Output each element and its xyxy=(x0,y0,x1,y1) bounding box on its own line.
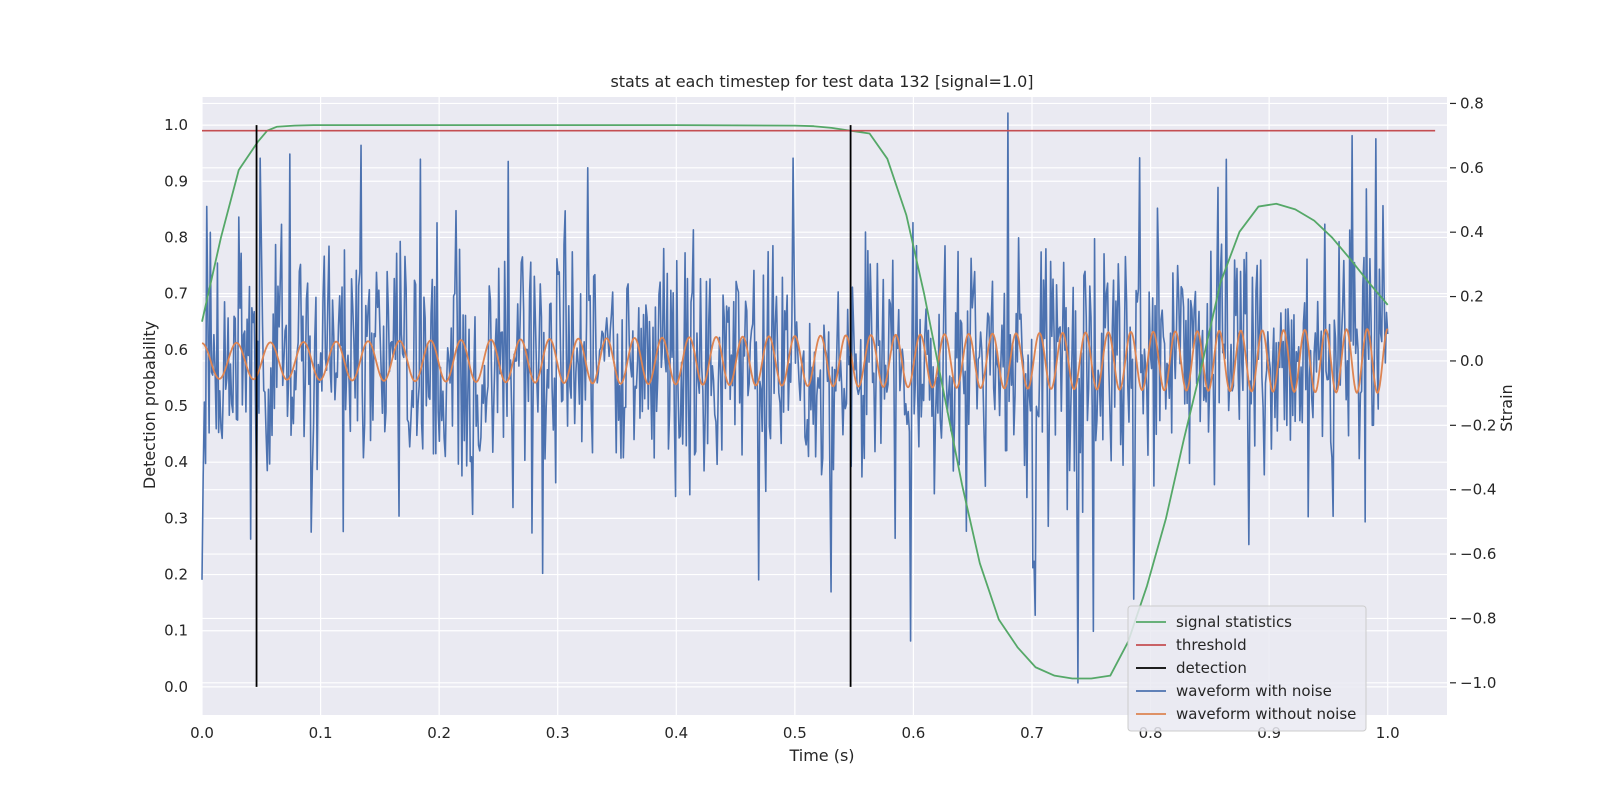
legend-box xyxy=(1127,605,1367,732)
grid xyxy=(201,97,1447,715)
signal-statistics-line xyxy=(201,124,1389,680)
legend-label-4: waveform without noise xyxy=(1176,705,1356,723)
y-tick-label-1: 0.1 xyxy=(164,622,188,640)
y2-tick-label-5: 0.0 xyxy=(1460,352,1484,370)
x-tick-label-5: 0.5 xyxy=(783,724,807,742)
y-tick-label-8: 0.8 xyxy=(164,228,188,246)
y2-tick-label-4: −0.2 xyxy=(1460,416,1496,434)
y2-tick-label-3: −0.4 xyxy=(1460,481,1496,499)
y-tick-label-0: 0.0 xyxy=(164,678,188,696)
legend-label-3: waveform with noise xyxy=(1176,682,1332,700)
y2-tick-label-8: 0.6 xyxy=(1460,159,1484,177)
y2-tick-label-6: 0.2 xyxy=(1460,288,1484,306)
legend-label-1: threshold xyxy=(1176,636,1247,654)
y-axis-label: Detection probability xyxy=(140,321,159,489)
y-tick-label-6: 0.6 xyxy=(164,341,188,359)
legend-label-0: signal statistics xyxy=(1176,613,1292,631)
y-tick-label-9: 0.9 xyxy=(164,172,188,190)
waveform-with-noise-line xyxy=(201,112,1389,684)
x-tick-label-3: 0.3 xyxy=(546,724,570,742)
x-tick-label-0: 0.0 xyxy=(190,724,214,742)
y2-tick-label-1: −0.8 xyxy=(1460,609,1496,627)
x-tick-label-7: 0.7 xyxy=(1020,724,1044,742)
right-axis-ticks: −1.0 −0.8 −0.6 −0.4 −0.2 0.0 0.2 0.4 0.6 0.8 xyxy=(1450,94,1496,692)
chart-title: stats at each timestep for test data 132… xyxy=(610,72,1033,91)
y2-axis-label: Strain xyxy=(1497,384,1516,431)
y-tick-label-4: 0.4 xyxy=(164,453,188,471)
y2-tick-label-2: −0.6 xyxy=(1460,545,1496,563)
waveform-without-noise-line xyxy=(201,328,1389,394)
x-axis-label: Time (s) xyxy=(788,746,854,765)
x-tick-label-10: 1.0 xyxy=(1376,724,1400,742)
left-axis-ticks: 0.0 0.1 0.2 0.3 0.4 0.5 0.6 0.7 0.8 0.9 1.0 xyxy=(164,116,188,696)
series-layer xyxy=(201,112,1436,687)
x-tick-label-4: 0.4 xyxy=(664,724,688,742)
y2-tick-label-7: 0.4 xyxy=(1460,223,1484,241)
legend-label-2: detection xyxy=(1176,659,1247,677)
x-tick-label-6: 0.6 xyxy=(901,724,925,742)
x-tick-label-1: 0.1 xyxy=(309,724,333,742)
legend: signal statistics threshold detection wavef… xyxy=(1127,605,1367,732)
y-tick-label-3: 0.3 xyxy=(164,509,188,527)
y-tick-label-2: 0.2 xyxy=(164,566,188,584)
x-tick-label-2: 0.2 xyxy=(427,724,451,742)
y-tick-label-7: 0.7 xyxy=(164,285,188,303)
y-tick-label-5: 0.5 xyxy=(164,397,188,415)
y-tick-label-10: 1.0 xyxy=(164,116,188,134)
y2-tick-label-0: −1.0 xyxy=(1460,674,1496,692)
y2-tick-label-9: 0.8 xyxy=(1460,94,1484,112)
